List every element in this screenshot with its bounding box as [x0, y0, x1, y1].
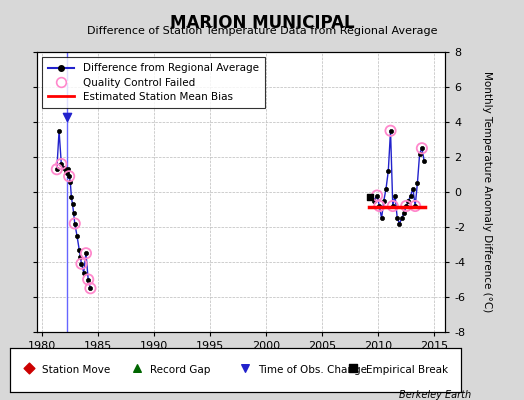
Point [386, 128, 395, 134]
Point [366, 194, 375, 200]
Y-axis label: Monthly Temperature Anomaly Difference (°C): Monthly Temperature Anomaly Difference (… [482, 71, 492, 313]
Point [418, 145, 426, 152]
Point [52, 166, 61, 172]
Text: Difference of Station Temperature Data from Regional Average: Difference of Station Temperature Data f… [87, 26, 437, 36]
Point [402, 203, 410, 209]
Point [86, 285, 95, 292]
Point [84, 276, 92, 283]
Point [57, 161, 66, 167]
Text: Berkeley Earth: Berkeley Earth [399, 390, 472, 400]
Point [24, 365, 32, 371]
Text: Station Move: Station Move [42, 365, 110, 375]
Point [77, 260, 85, 267]
Point [133, 365, 141, 371]
Point [65, 173, 73, 180]
Point [71, 220, 79, 227]
Point [63, 114, 71, 120]
Point [375, 203, 384, 209]
Text: Time of Obs. Change: Time of Obs. Change [258, 365, 367, 375]
Text: Empirical Break: Empirical Break [366, 365, 449, 375]
Point [389, 203, 397, 209]
Text: MARION MUNICIPAL: MARION MUNICIPAL [170, 14, 354, 32]
Text: Record Gap: Record Gap [150, 365, 211, 375]
Point [241, 365, 249, 371]
Legend: Difference from Regional Average, Quality Control Failed, Estimated Station Mean: Difference from Regional Average, Qualit… [42, 57, 265, 108]
Point [82, 250, 90, 256]
Point [373, 192, 381, 199]
Point [411, 203, 419, 209]
Point [349, 365, 357, 371]
